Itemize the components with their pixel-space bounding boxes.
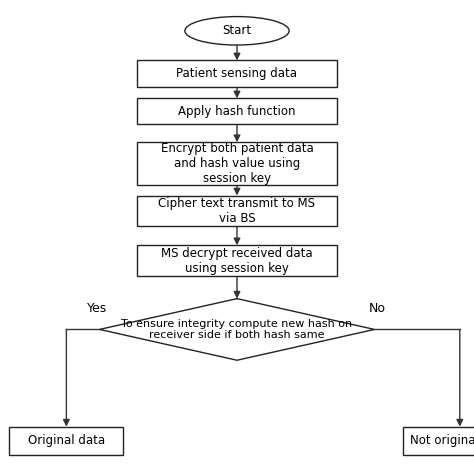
FancyBboxPatch shape — [137, 61, 337, 87]
FancyBboxPatch shape — [9, 427, 123, 455]
FancyBboxPatch shape — [137, 195, 337, 226]
Text: Patient sensing data: Patient sensing data — [176, 67, 298, 80]
Ellipse shape — [185, 17, 289, 45]
Text: Cipher text transmit to MS
via BS: Cipher text transmit to MS via BS — [158, 197, 316, 225]
FancyBboxPatch shape — [403, 427, 474, 455]
FancyBboxPatch shape — [137, 99, 337, 124]
Polygon shape — [100, 299, 374, 360]
Text: Start: Start — [222, 24, 252, 37]
FancyBboxPatch shape — [137, 246, 337, 276]
Text: Yes: Yes — [87, 302, 107, 315]
Text: To ensure integrity compute new hash on
receiver side if both hash same: To ensure integrity compute new hash on … — [121, 319, 353, 340]
Text: Apply hash function: Apply hash function — [178, 105, 296, 118]
Text: MS decrypt received data
using session key: MS decrypt received data using session k… — [161, 246, 313, 275]
FancyBboxPatch shape — [137, 142, 337, 185]
Text: No: No — [368, 302, 385, 315]
Text: Encrypt both patient data
and hash value using
session key: Encrypt both patient data and hash value… — [161, 142, 313, 185]
Text: Original data: Original data — [28, 434, 105, 447]
Text: Not original data: Not original data — [410, 434, 474, 447]
